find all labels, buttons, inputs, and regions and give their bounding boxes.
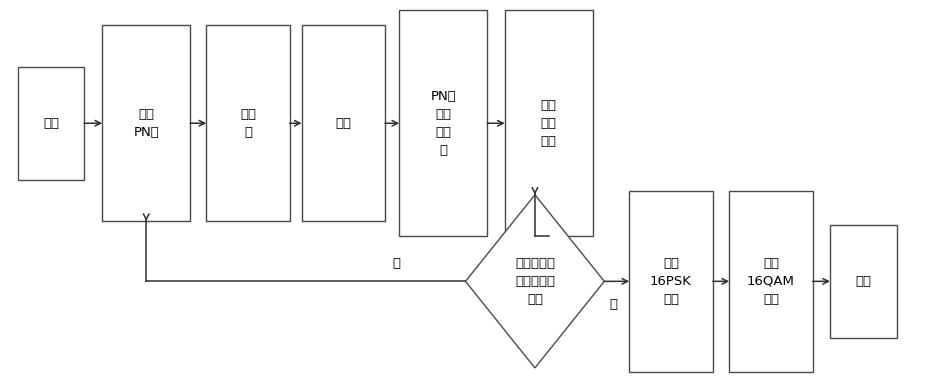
Text: 上变
频: 上变 频 [240, 108, 256, 139]
Text: 合成
16QAM
信号: 合成 16QAM 信号 [747, 257, 795, 306]
Bar [207, 25, 290, 221]
Bar [830, 225, 897, 338]
Text: 否: 否 [392, 257, 400, 270]
Text: PN码
捕获
和跟
踪: PN码 捕获 和跟 踪 [430, 90, 456, 157]
Text: 幅度相位差
值是否满足
要求: 幅度相位差 值是否满足 要求 [515, 257, 555, 306]
Bar [505, 10, 593, 236]
Text: 混频: 混频 [335, 117, 351, 130]
Bar [18, 67, 84, 180]
Text: 发送
16PSK
信号: 发送 16PSK 信号 [650, 257, 692, 306]
Bar [399, 10, 487, 236]
Bar [729, 191, 813, 372]
Text: 反馈
校准
模块: 反馈 校准 模块 [541, 99, 557, 148]
Bar [629, 191, 712, 372]
Text: 是: 是 [609, 298, 617, 311]
Text: 结束: 结束 [856, 275, 871, 288]
Text: 开始: 开始 [43, 117, 59, 130]
Bar [302, 25, 385, 221]
Polygon shape [466, 195, 604, 368]
Text: 发送
PN码: 发送 PN码 [133, 108, 159, 139]
Bar [102, 25, 190, 221]
